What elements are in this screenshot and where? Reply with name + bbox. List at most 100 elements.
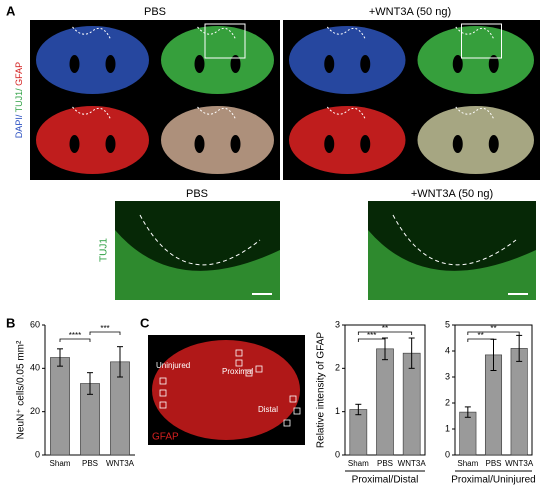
tissue bbox=[368, 230, 536, 300]
roi-box bbox=[289, 395, 297, 403]
brain-section bbox=[417, 106, 534, 174]
lesion-outline bbox=[326, 106, 366, 120]
brain-section bbox=[289, 106, 406, 174]
roi-box bbox=[293, 407, 301, 415]
region-label: Proximal bbox=[222, 367, 253, 376]
roi-box bbox=[159, 401, 167, 409]
significance-bracket bbox=[467, 338, 494, 342]
x-tick-label: Sham bbox=[457, 459, 478, 468]
brain-section bbox=[161, 106, 274, 174]
bar bbox=[459, 411, 477, 456]
brain-section bbox=[417, 26, 534, 94]
lesion-outline bbox=[72, 106, 111, 120]
brain-section bbox=[36, 26, 149, 94]
x-tick-label: WNT3A bbox=[505, 459, 534, 468]
y-tick-label: 0 bbox=[35, 449, 40, 459]
ventricle bbox=[230, 135, 241, 153]
brain-section bbox=[161, 26, 274, 94]
roi-box bbox=[159, 389, 167, 397]
lesion-outline bbox=[139, 214, 261, 266]
y-tick-label: 2 bbox=[445, 397, 450, 407]
significance-label: ** bbox=[490, 324, 496, 333]
ventricle bbox=[194, 135, 205, 153]
ventricle bbox=[324, 55, 335, 73]
stain-part: TUJ1/ bbox=[14, 86, 24, 113]
bar bbox=[50, 357, 70, 456]
ventricle bbox=[105, 55, 116, 73]
ventricle bbox=[324, 135, 335, 153]
significance-label: ** bbox=[478, 331, 484, 340]
region-label: Distal bbox=[258, 405, 278, 414]
lesion-outline bbox=[392, 214, 517, 266]
significance-bracket bbox=[467, 331, 520, 335]
column-title: PBS bbox=[186, 188, 208, 200]
stain-label: GFAP bbox=[152, 432, 179, 443]
stain-part: DAPI/ bbox=[14, 112, 24, 138]
ventricle bbox=[69, 135, 80, 153]
stain-part: GFAP bbox=[14, 62, 24, 86]
x-tick-label: Sham bbox=[348, 459, 369, 468]
bar bbox=[376, 348, 394, 456]
bar bbox=[349, 409, 368, 456]
y-tick-label: 1 bbox=[445, 423, 450, 433]
panel-label: A bbox=[6, 3, 16, 18]
micrographs bbox=[30, 20, 540, 445]
lesion-outline bbox=[455, 106, 495, 120]
significance-label: **** bbox=[69, 331, 81, 340]
roi-box bbox=[235, 359, 243, 367]
y-tick-label: 0 bbox=[335, 449, 340, 459]
significance-bracket bbox=[59, 338, 91, 342]
roi-box bbox=[283, 419, 291, 427]
stain-label: TUJ1 bbox=[99, 238, 110, 262]
zoom-box bbox=[204, 23, 246, 59]
roi-box bbox=[255, 365, 263, 373]
x-tick-label: PBS bbox=[82, 459, 98, 468]
y-tick-label: 40 bbox=[30, 363, 40, 373]
significance-bracket bbox=[357, 331, 413, 335]
y-tick-label: 1 bbox=[335, 406, 340, 416]
brain-section bbox=[36, 106, 149, 174]
x-tick-label: Sham bbox=[50, 459, 71, 468]
y-tick-label: 2 bbox=[335, 363, 340, 373]
y-tick-label: 3 bbox=[445, 371, 450, 381]
y-tick-label: 0 bbox=[445, 449, 450, 459]
significance-label: *** bbox=[367, 331, 376, 340]
x-tick-label: PBS bbox=[485, 459, 501, 468]
ventricle bbox=[360, 135, 371, 153]
ventricle bbox=[488, 55, 499, 73]
y-axis-label: Relative intensity of GFAP bbox=[316, 332, 327, 448]
x-axis-label: Proximal/Distal bbox=[352, 475, 419, 486]
ventricle bbox=[452, 55, 463, 73]
lesion-outline bbox=[72, 26, 111, 40]
ventricle bbox=[105, 135, 116, 153]
column-title: +WNT3A (50 ng) bbox=[369, 6, 451, 18]
significance-bracket bbox=[89, 331, 121, 335]
bar bbox=[510, 348, 528, 456]
ventricle bbox=[194, 55, 205, 73]
x-tick-label: WNT3A bbox=[106, 459, 135, 468]
x-tick-label: WNT3A bbox=[398, 459, 427, 468]
stain-label: DAPI/ TUJ1/ GFAP bbox=[14, 62, 24, 138]
y-tick-label: 4 bbox=[445, 345, 450, 355]
significance-bracket bbox=[357, 338, 386, 342]
roi-box bbox=[245, 369, 253, 377]
brain-section bbox=[152, 340, 300, 440]
roi-box bbox=[159, 377, 167, 385]
ventricle bbox=[69, 55, 80, 73]
y-tick-label: 5 bbox=[445, 319, 450, 329]
significance-label: ** bbox=[382, 324, 388, 333]
ventricle bbox=[488, 135, 499, 153]
lesion-outline bbox=[197, 106, 236, 120]
panel-label: B bbox=[6, 315, 15, 330]
lesion-outline bbox=[326, 26, 366, 40]
y-axis-label: NeuN⁺ cells/0.05 mm² bbox=[16, 340, 27, 439]
x-axis-label: Proximal/Uninjured bbox=[451, 475, 535, 486]
x-tick-label: PBS bbox=[377, 459, 393, 468]
ventricle bbox=[230, 55, 241, 73]
roi-box bbox=[235, 349, 243, 357]
y-tick-label: 60 bbox=[30, 319, 40, 329]
region-label: Uninjured bbox=[156, 361, 190, 370]
ventricle bbox=[360, 55, 371, 73]
lesion-outline bbox=[455, 26, 495, 40]
